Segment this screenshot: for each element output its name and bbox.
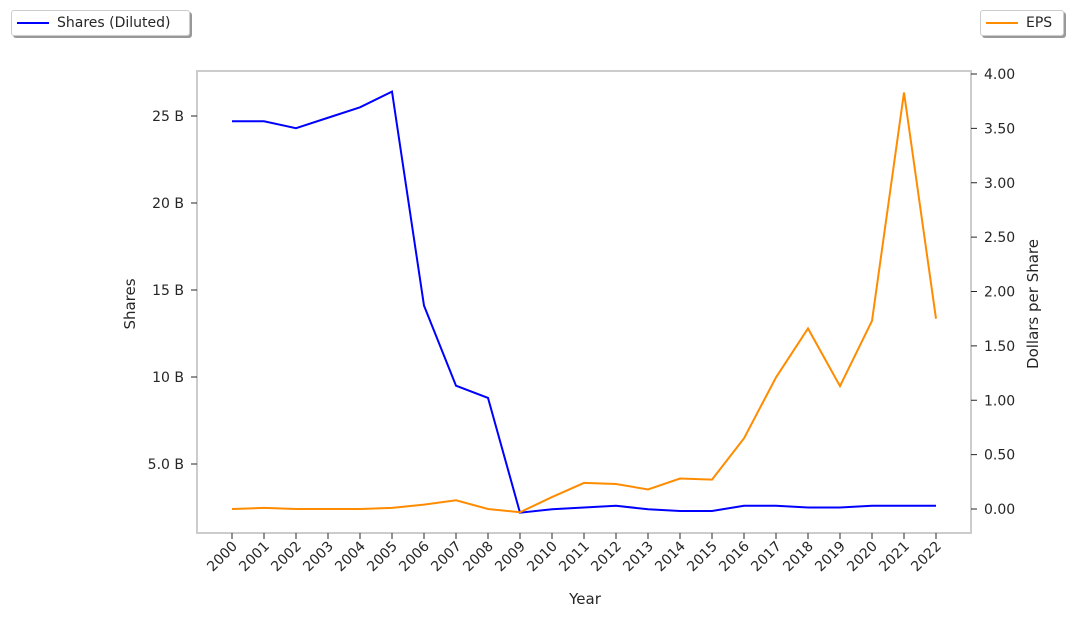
- left-tick-label: 10 B: [152, 370, 184, 386]
- x-tick-label: 2019: [812, 539, 849, 576]
- x-tick-label: 2015: [684, 539, 721, 576]
- x-tick-label: 2005: [364, 539, 401, 576]
- x-tick-label: 2016: [716, 538, 753, 575]
- x-axis-label: Year: [568, 590, 602, 608]
- right-tick-label: 0.50: [984, 448, 1015, 464]
- plot-frame: [196, 70, 972, 534]
- x-tick-label: 2020: [844, 539, 881, 576]
- right-tick-label: 1.50: [984, 339, 1015, 355]
- right-axis-label: Dollars per Share: [1024, 239, 1042, 369]
- x-tick-label: 2017: [748, 539, 785, 576]
- x-tick-label: 2008: [460, 539, 497, 576]
- legend-label-eps: EPS: [1026, 15, 1053, 31]
- x-tick-label: 2006: [396, 538, 433, 575]
- left-tick-label: 25 B: [152, 109, 184, 125]
- x-tick-label: 2012: [588, 539, 625, 576]
- left-tick-label: 15 B: [152, 283, 184, 299]
- x-tick-label: 2011: [556, 539, 593, 576]
- legend-swatch-shares: [17, 22, 49, 24]
- x-tick-label: 2007: [428, 539, 465, 576]
- left-tick-label: 20 B: [152, 196, 184, 212]
- right-tick-label: 2.50: [984, 230, 1015, 246]
- right-tick-label: 4.00: [984, 67, 1015, 83]
- right-tick-label: 0.00: [984, 502, 1015, 518]
- right-tick-label: 2.00: [984, 285, 1015, 301]
- x-tick-label: 2013: [620, 539, 657, 576]
- right-tick-label: 1.00: [984, 393, 1015, 409]
- x-tick-label: 2021: [876, 539, 913, 576]
- x-tick-label: 2018: [780, 539, 817, 576]
- legend-shares: Shares (Diluted): [11, 10, 190, 36]
- x-tick-label: 2022: [908, 539, 945, 576]
- x-tick-label: 2000: [204, 539, 241, 576]
- legend-swatch-eps: [986, 22, 1018, 24]
- x-tick-label: 2002: [268, 539, 305, 576]
- x-tick-label: 2004: [332, 538, 369, 575]
- legend-eps: EPS: [980, 10, 1064, 36]
- x-tick-label: 2001: [236, 539, 273, 576]
- x-tick-label: 2009: [492, 539, 529, 576]
- x-tick-label: 2010: [524, 539, 561, 576]
- x-tick-label: 2003: [300, 539, 337, 576]
- right-tick-label: 3.00: [984, 176, 1015, 192]
- left-tick-label: 5.0 B: [148, 457, 184, 473]
- left-axis-label: Shares: [121, 278, 139, 329]
- series-line-eps: [231, 92, 937, 514]
- series-line-shares: [232, 90, 936, 514]
- x-tick-label: 2014: [652, 538, 689, 575]
- right-tick-label: 3.50: [984, 121, 1015, 137]
- legend-label-shares: Shares (Diluted): [57, 15, 171, 31]
